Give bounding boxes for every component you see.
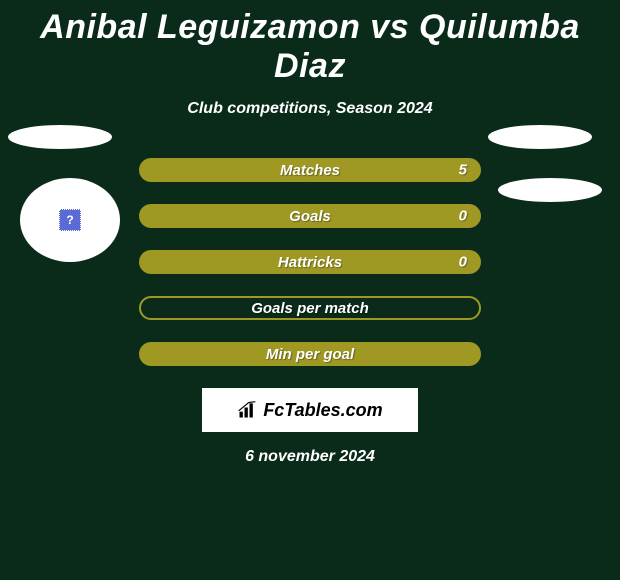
subtitle: Club competitions, Season 2024 (0, 100, 620, 118)
brand-text: FcTables.com (263, 400, 382, 421)
stat-value: 0 (459, 254, 467, 271)
page-title: Anibal Leguizamon vs Quilumba Diaz (0, 0, 620, 86)
brand-badge: FcTables.com (202, 388, 418, 432)
player-photo-placeholder: ? (20, 178, 120, 262)
stat-row: Goals 0 (139, 204, 481, 228)
stat-row: Min per goal (139, 342, 481, 366)
stat-value: 5 (459, 162, 467, 179)
stat-label: Hattricks (278, 254, 342, 271)
bar-chart-icon (237, 400, 257, 420)
missing-image-icon: ? (59, 209, 81, 231)
decorative-ellipse (498, 178, 602, 202)
stat-row: Matches 5 (139, 158, 481, 182)
stat-row: Hattricks 0 (139, 250, 481, 274)
decorative-ellipse (8, 125, 112, 149)
date-text: 6 november 2024 (0, 448, 620, 466)
stat-label: Goals per match (251, 300, 369, 317)
stat-label: Goals (289, 208, 331, 225)
stat-row: Goals per match (139, 296, 481, 320)
decorative-ellipse (488, 125, 592, 149)
stat-label: Min per goal (266, 346, 354, 363)
stat-value: 0 (459, 208, 467, 225)
stat-label: Matches (280, 162, 340, 179)
